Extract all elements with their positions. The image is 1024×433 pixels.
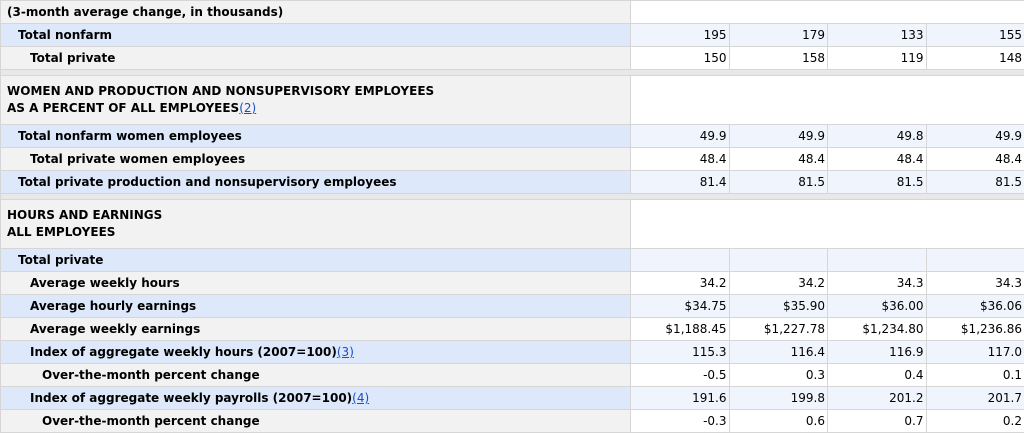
value-cell: 179 bbox=[729, 24, 828, 47]
value-cell: $34.75 bbox=[631, 295, 730, 318]
value-cell: 49.9 bbox=[631, 125, 730, 148]
value-cell: 115.3 bbox=[631, 341, 730, 364]
value-cell: 48.4 bbox=[926, 148, 1024, 171]
footnote-link[interactable]: (2) bbox=[239, 101, 256, 115]
value-cell bbox=[729, 249, 828, 272]
value-cell: 158 bbox=[729, 47, 828, 70]
value-cell: $1,188.45 bbox=[631, 318, 730, 341]
highlighted-value: $36.06 bbox=[980, 299, 1022, 313]
value-cell bbox=[926, 249, 1024, 272]
value-cell: 150 bbox=[631, 47, 730, 70]
table-row: Over-the-month percent change -0.5 0.3 0… bbox=[1, 364, 1024, 387]
value-cell: -0.5 bbox=[631, 364, 730, 387]
value-cell: $35.90 bbox=[729, 295, 828, 318]
value-cell: 81.5 bbox=[729, 171, 828, 194]
value-cell: 201.2 bbox=[828, 387, 927, 410]
row-label: Total private bbox=[1, 249, 631, 272]
section-subheading: (3-month average change, in thousands) bbox=[1, 1, 631, 24]
table-row: Total nonfarm 195 179 133 155 bbox=[1, 24, 1024, 47]
section-heading: WOMEN AND PRODUCTION AND NONSUPERVISORY … bbox=[1, 76, 631, 125]
row-label: Over-the-month percent change bbox=[1, 410, 631, 433]
value-cell: 49.9 bbox=[729, 125, 828, 148]
value-cell: 81.5 bbox=[828, 171, 927, 194]
value-cell: 81.4 bbox=[631, 171, 730, 194]
value-cell: 195 bbox=[631, 24, 730, 47]
row-label: Total private women employees bbox=[1, 148, 631, 171]
table-row: WOMEN AND PRODUCTION AND NONSUPERVISORY … bbox=[1, 76, 1024, 125]
value-cell: 34.2 bbox=[631, 272, 730, 295]
value-cell: $1,236.86 bbox=[926, 318, 1024, 341]
value-cell: 0.6 bbox=[729, 410, 828, 433]
table-row: Total private bbox=[1, 249, 1024, 272]
value-cell: 119 bbox=[828, 47, 927, 70]
value-cell: 117.0 bbox=[926, 341, 1024, 364]
value-cell: 34.3 bbox=[926, 272, 1024, 295]
value-cell: 81.5 bbox=[926, 171, 1024, 194]
footnote-link[interactable]: (3) bbox=[337, 345, 354, 359]
section-heading: HOURS AND EARNINGS ALL EMPLOYEES bbox=[1, 200, 631, 249]
table-row: Total nonfarm women employees 49.9 49.9 … bbox=[1, 125, 1024, 148]
value-cell: $36.06 bbox=[926, 295, 1024, 318]
value-cell: 34.2 bbox=[729, 272, 828, 295]
value-cell: 0.1 bbox=[926, 364, 1024, 387]
value-cell: 199.8 bbox=[729, 387, 828, 410]
table-row: Average weekly hours 34.2 34.2 34.3 34.3 bbox=[1, 272, 1024, 295]
value-cell: 116.9 bbox=[828, 341, 927, 364]
table-row: Total private 150 158 119 148 bbox=[1, 47, 1024, 70]
value-cell: 191.6 bbox=[631, 387, 730, 410]
row-label: Total private bbox=[1, 47, 631, 70]
value-cell: -0.3 bbox=[631, 410, 730, 433]
row-label: Total nonfarm bbox=[1, 24, 631, 47]
value-cell: 49.8 bbox=[828, 125, 927, 148]
value-cell: 0.4 bbox=[828, 364, 927, 387]
row-label: Index of aggregate weekly hours (2007=10… bbox=[1, 341, 631, 364]
value-cell: $36.00 bbox=[828, 295, 927, 318]
value-cell: 0.7 bbox=[828, 410, 927, 433]
footnote-link[interactable]: (4) bbox=[352, 391, 369, 405]
value-cell: 34.3 bbox=[828, 272, 927, 295]
row-label: Average weekly earnings bbox=[1, 318, 631, 341]
value-cell bbox=[631, 249, 730, 272]
value-cell: $1,234.80 bbox=[828, 318, 927, 341]
value-cell: 0.3 bbox=[729, 364, 828, 387]
value-cell: 116.4 bbox=[729, 341, 828, 364]
row-label: Total nonfarm women employees bbox=[1, 125, 631, 148]
row-label: Total private production and nonsupervis… bbox=[1, 171, 631, 194]
table-row: (3-month average change, in thousands) bbox=[1, 1, 1024, 24]
table-row: Over-the-month percent change -0.3 0.6 0… bbox=[1, 410, 1024, 433]
value-cell: 148 bbox=[926, 47, 1024, 70]
table-row: Total private production and nonsupervis… bbox=[1, 171, 1024, 194]
value-cell: 49.9 bbox=[926, 125, 1024, 148]
value-cell: 48.4 bbox=[631, 148, 730, 171]
highlighted-label: Average hourly earnings bbox=[30, 299, 196, 313]
value-cell: 201.7 bbox=[926, 387, 1024, 410]
value-cell bbox=[828, 249, 927, 272]
row-label: Over-the-month percent change bbox=[1, 364, 631, 387]
value-cell: 48.4 bbox=[828, 148, 927, 171]
table-row: Index of aggregate weekly payrolls (2007… bbox=[1, 387, 1024, 410]
table-row: Total private women employees 48.4 48.4 … bbox=[1, 148, 1024, 171]
value-cell: $1,227.78 bbox=[729, 318, 828, 341]
value-cell: 48.4 bbox=[729, 148, 828, 171]
value-cell: 155 bbox=[926, 24, 1024, 47]
table-row: Average hourly earnings $34.75 $35.90 $3… bbox=[1, 295, 1024, 318]
value-cell: 133 bbox=[828, 24, 927, 47]
value-cell: 0.2 bbox=[926, 410, 1024, 433]
row-label: Average hourly earnings bbox=[1, 295, 631, 318]
table-row: Index of aggregate weekly hours (2007=10… bbox=[1, 341, 1024, 364]
row-label: Average weekly hours bbox=[1, 272, 631, 295]
table-row: HOURS AND EARNINGS ALL EMPLOYEES bbox=[1, 200, 1024, 249]
row-label: Index of aggregate weekly payrolls (2007… bbox=[1, 387, 631, 410]
table-row: Average weekly earnings $1,188.45 $1,227… bbox=[1, 318, 1024, 341]
